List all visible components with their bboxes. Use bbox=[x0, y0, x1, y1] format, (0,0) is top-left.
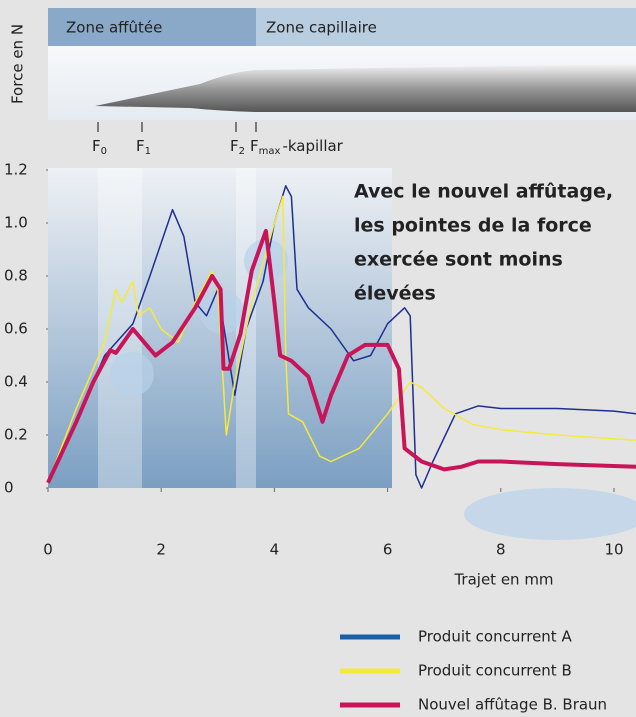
legend-label: Produit concurrent B bbox=[418, 662, 572, 680]
marker-sub: 1 bbox=[145, 146, 151, 157]
x-tick-label: 6 bbox=[383, 541, 393, 559]
annotation-line: exercée sont moins bbox=[354, 249, 563, 271]
zone-label: Zone capillaire bbox=[266, 19, 377, 37]
chart: Zone affûtée Zone capillaire Force en N … bbox=[0, 0, 636, 717]
legend-label: Produit concurrent A bbox=[418, 628, 572, 646]
legend-label: Nouvel affûtage B. Braun bbox=[418, 696, 607, 714]
y-tick-label: 1.0 bbox=[4, 214, 28, 232]
x-tick-label: 0 bbox=[43, 541, 53, 559]
zone-highlight bbox=[98, 168, 142, 488]
marker-base: F bbox=[230, 137, 239, 155]
annotation-line: élevées bbox=[354, 283, 436, 305]
force-marker: F0 bbox=[92, 137, 107, 158]
marker-sub: max bbox=[259, 146, 281, 157]
zone-label: Zone affûtée bbox=[66, 19, 162, 37]
marker-base: F bbox=[92, 137, 101, 155]
y-tick-label: 0.8 bbox=[4, 267, 28, 285]
y-axis-label: Force en N bbox=[9, 24, 27, 104]
y-tick-label: 0 bbox=[4, 479, 14, 497]
marker-sub: 0 bbox=[101, 146, 107, 157]
x-tick-label: 2 bbox=[156, 541, 166, 559]
marker-base: F bbox=[250, 137, 259, 155]
y-tick-label: 0.2 bbox=[4, 426, 28, 444]
force-marker: Fmax-kapillar bbox=[250, 137, 344, 158]
marker-sub: 2 bbox=[239, 146, 245, 157]
annotation-line: les pointes de la force bbox=[354, 215, 592, 237]
y-tick-label: 0.6 bbox=[4, 320, 28, 338]
marker-suffix: -kapillar bbox=[282, 137, 343, 155]
x-tick-label: 8 bbox=[496, 541, 506, 559]
force-marker: F2 bbox=[230, 137, 245, 158]
x-axis-label: Trajet en mm bbox=[453, 571, 553, 589]
force-marker: F1 bbox=[136, 137, 151, 158]
x-tick-label: 4 bbox=[270, 541, 280, 559]
page: Zone affûtée Zone capillaire Force en N … bbox=[0, 0, 636, 717]
annotation-line: Avec le nouvel affûtage, bbox=[354, 181, 613, 203]
y-tick-label: 0.4 bbox=[4, 373, 28, 391]
marker-base: F bbox=[136, 137, 145, 155]
x-tick-label: 10 bbox=[604, 541, 623, 559]
y-tick-label: 1.2 bbox=[4, 161, 28, 179]
highlight-ellipse bbox=[464, 488, 636, 540]
highlight-circle bbox=[110, 352, 154, 396]
